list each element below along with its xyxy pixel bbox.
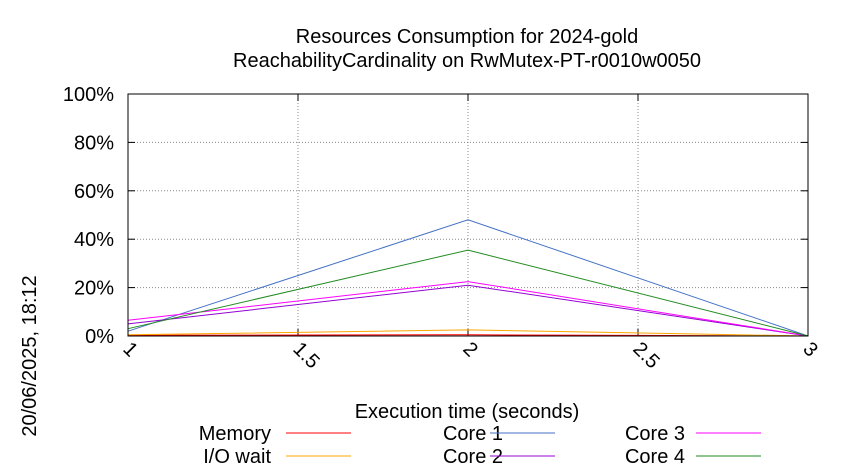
chart-title-line-1: Resources Consumption for 2024-gold	[296, 26, 638, 48]
x-axis: 1 1.5 2 2.5 3	[118, 94, 822, 373]
x-tick-label: 1	[118, 338, 141, 361]
y-axis: 0% 20% 40% 60% 80% 100%	[63, 84, 808, 348]
chart-title-line-2: ReachabilityCardinality on RwMutex-PT-r0…	[233, 50, 701, 72]
y-tick-label: 60%	[74, 181, 114, 203]
y-tick-label: 80%	[74, 132, 114, 154]
x-tick-label: 2.5	[628, 338, 663, 373]
series-line-core-3	[127, 281, 809, 337]
series-line-core-2	[127, 284, 809, 337]
legend-label-i-o-wait: I/O wait	[203, 446, 271, 468]
grid	[128, 94, 808, 336]
x-tick-label: 1.5	[288, 338, 323, 373]
series-line-core-4	[127, 249, 809, 337]
y-tick-label: 20%	[74, 278, 114, 300]
series-line-i-o-wait	[127, 329, 809, 337]
legend-label-core-1: Core 1	[443, 423, 503, 445]
y-tick-label: 100%	[63, 84, 114, 106]
plot-frame	[127, 93, 809, 337]
legend-label-core-4: Core 4	[625, 446, 685, 468]
legend-label-core-3: Core 3	[625, 423, 685, 445]
legend-label-core-2: Core 2	[443, 446, 503, 468]
series-line-core-1	[127, 219, 809, 337]
x-tick-label: 2	[458, 338, 481, 361]
x-axis-label: Execution time (seconds)	[355, 401, 580, 423]
y-tick-label: 40%	[74, 229, 114, 251]
x-tick-label: 3	[798, 338, 821, 361]
y-tick-label: 0%	[85, 326, 114, 348]
timestamp: 20/06/2025, 18:12	[19, 275, 41, 436]
legend-label-memory: Memory	[199, 423, 271, 445]
